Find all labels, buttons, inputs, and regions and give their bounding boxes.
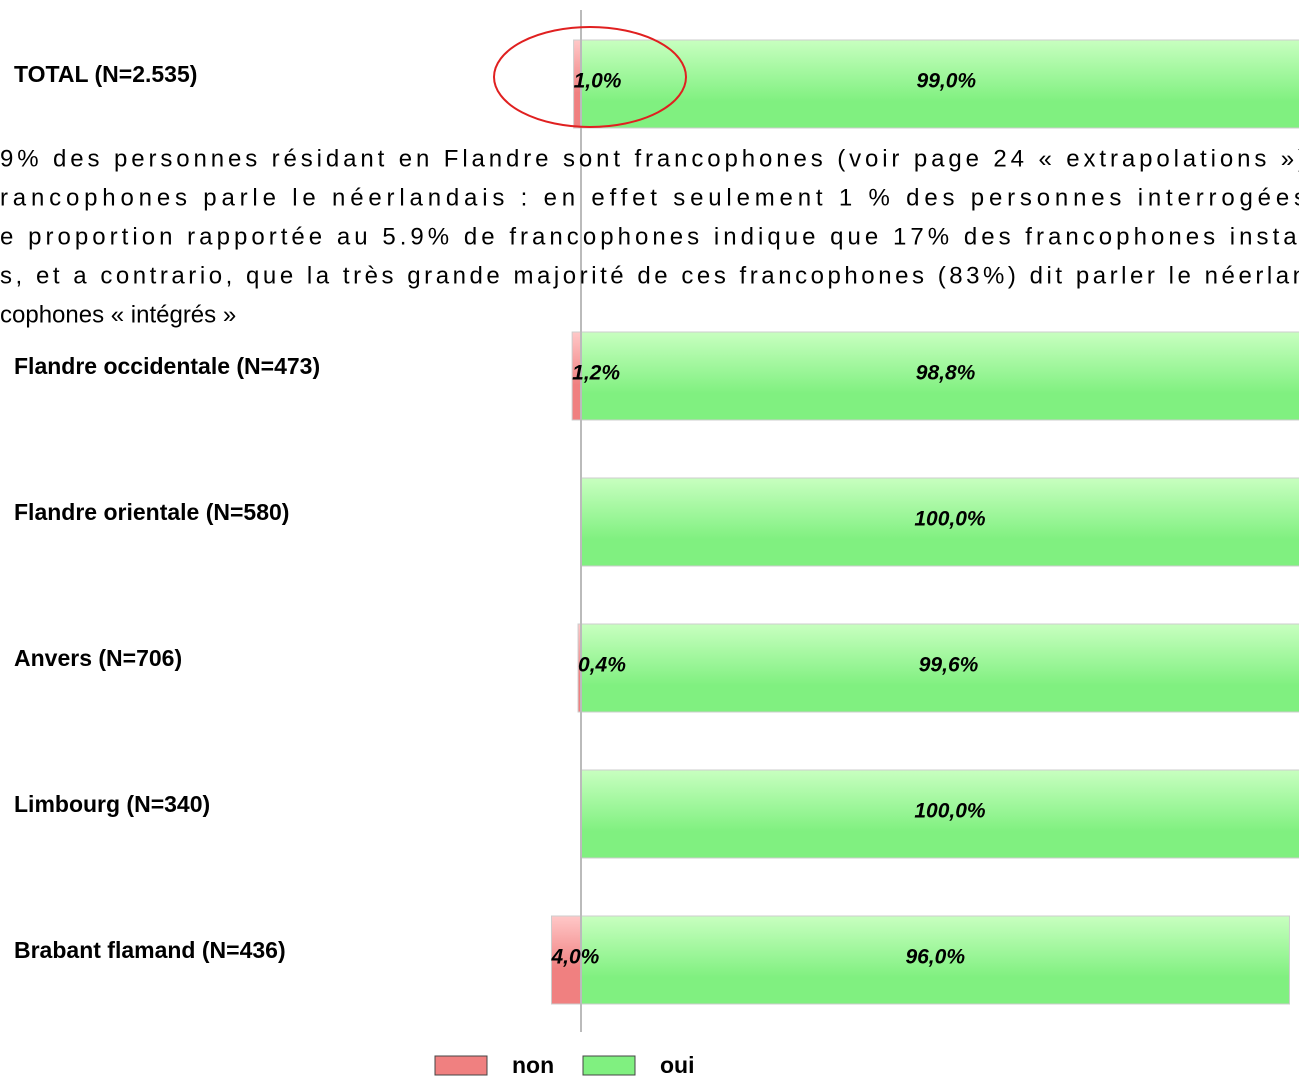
bar-oui [580,769,1299,859]
highlight-ellipse [493,26,687,128]
legend-label: oui [660,1052,695,1078]
value-label: 99,0% [917,70,977,93]
legend-label: non [512,1052,554,1078]
paragraph-line: rancophones parle le néerlandais : en ef… [0,184,1299,211]
bar-oui [580,477,1299,567]
category-label: TOTAL (N=2.535) [14,61,197,87]
category-label: Flandre orientale (N=580) [14,499,289,525]
bars [550,39,1299,1005]
category-label: Flandre occidentale (N=473) [14,353,320,379]
paragraph-line: e proportion rapportée au 5.9% de franco… [0,223,1299,250]
bar-oui [580,623,1299,713]
value-label: 4,0% [550,946,599,969]
value-label: 1,0% [574,70,622,93]
paragraph-line: cophones « intégrés » [0,301,236,328]
category-label: Brabant flamand (N=436) [14,937,286,963]
paragraph-line: 9% des personnes résidant en Flandre son… [0,145,1299,172]
bar-oui [580,331,1299,421]
value-label: 96,0% [905,946,965,969]
value-label: 1,2% [572,362,620,385]
value-label: 0,4% [578,654,626,677]
category-label: Limbourg (N=340) [14,791,210,817]
legend-swatch [582,1055,636,1076]
category-label: Anvers (N=706) [14,645,182,671]
legend-swatch [434,1055,488,1076]
value-label: 100,0% [914,508,986,531]
value-label: 99,6% [919,654,979,677]
bar-non [550,915,582,1005]
paragraph-line: s, et a contrario, que la très grande ma… [0,262,1299,289]
bar-oui [580,915,1290,1005]
bar-oui [580,39,1299,129]
value-label: 98,8% [916,362,976,385]
value-label: 100,0% [914,800,986,823]
